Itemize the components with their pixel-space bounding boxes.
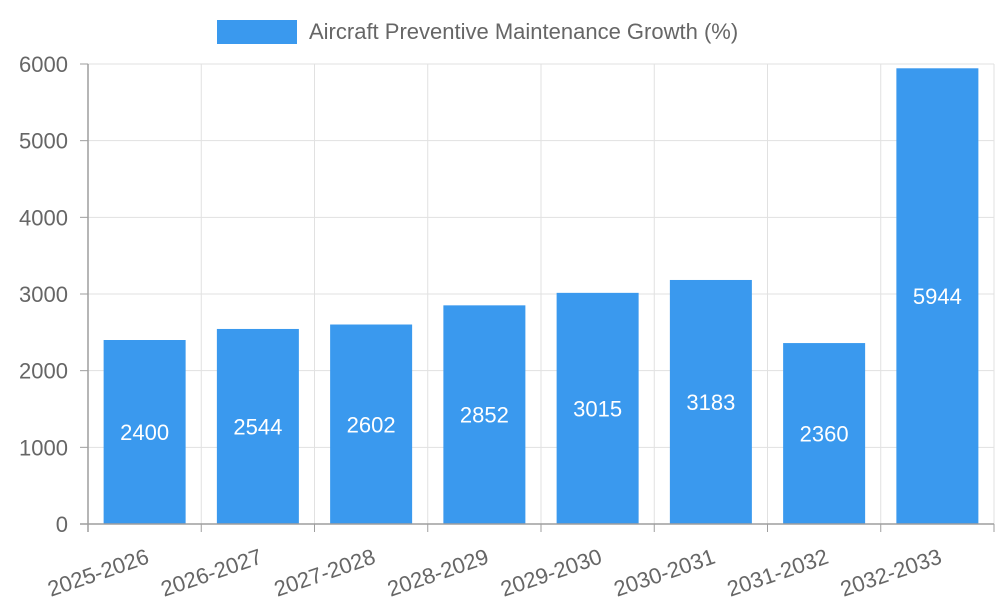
x-tick-label: 2028-2029 xyxy=(384,544,492,600)
y-tick-label: 0 xyxy=(56,512,68,537)
x-tick-label: 2031-2032 xyxy=(724,544,832,600)
bar[interactable] xyxy=(669,279,752,524)
bar-value-label: 2602 xyxy=(347,412,396,437)
x-tick-label: 2029-2030 xyxy=(497,544,605,600)
y-tick-label: 5000 xyxy=(19,129,68,154)
bar-value-label: 3183 xyxy=(686,390,735,415)
axes xyxy=(80,63,995,532)
data-labels: 2400 2544 2602 2852 3015 3183 2360 5944 xyxy=(120,284,962,446)
bar[interactable] xyxy=(556,292,639,524)
bar[interactable] xyxy=(783,343,866,524)
y-axis-ticks: 0 1000 2000 3000 4000 5000 6000 xyxy=(19,52,68,537)
y-tick-label: 3000 xyxy=(19,282,68,307)
y-tick-label: 4000 xyxy=(19,205,68,230)
bar[interactable] xyxy=(896,68,979,524)
x-axis-ticks: 2025-2026 2026-2027 2027-2028 2028-2029 2029… xyxy=(44,544,945,602)
bar[interactable] xyxy=(443,305,526,524)
bar-value-label: 2400 xyxy=(120,420,169,445)
x-tick-label: 2025-2026 xyxy=(44,544,152,600)
legend-swatch xyxy=(217,20,297,44)
y-tick-label: 2000 xyxy=(19,359,68,384)
y-tick-label: 1000 xyxy=(19,435,68,460)
bar-value-label: 5944 xyxy=(913,284,962,309)
bar-value-label: 2360 xyxy=(800,422,849,447)
legend-label: Aircraft Preventive Maintenance Growth (… xyxy=(309,19,738,44)
bar-value-label: 2544 xyxy=(233,414,282,439)
x-tick-label: 2026-2027 xyxy=(158,544,266,600)
bar[interactable] xyxy=(103,340,186,524)
bar-value-label: 2852 xyxy=(460,403,509,428)
x-tick-label: 2030-2031 xyxy=(611,544,719,600)
bar[interactable] xyxy=(330,324,413,524)
bar[interactable] xyxy=(216,328,299,524)
x-tick-label: 2032-2033 xyxy=(837,544,945,600)
bar-value-label: 3015 xyxy=(573,396,622,421)
legend: Aircraft Preventive Maintenance Growth (… xyxy=(217,19,738,44)
bars xyxy=(103,68,979,524)
x-tick-label: 2027-2028 xyxy=(271,544,379,600)
y-tick-label: 6000 xyxy=(19,52,68,77)
